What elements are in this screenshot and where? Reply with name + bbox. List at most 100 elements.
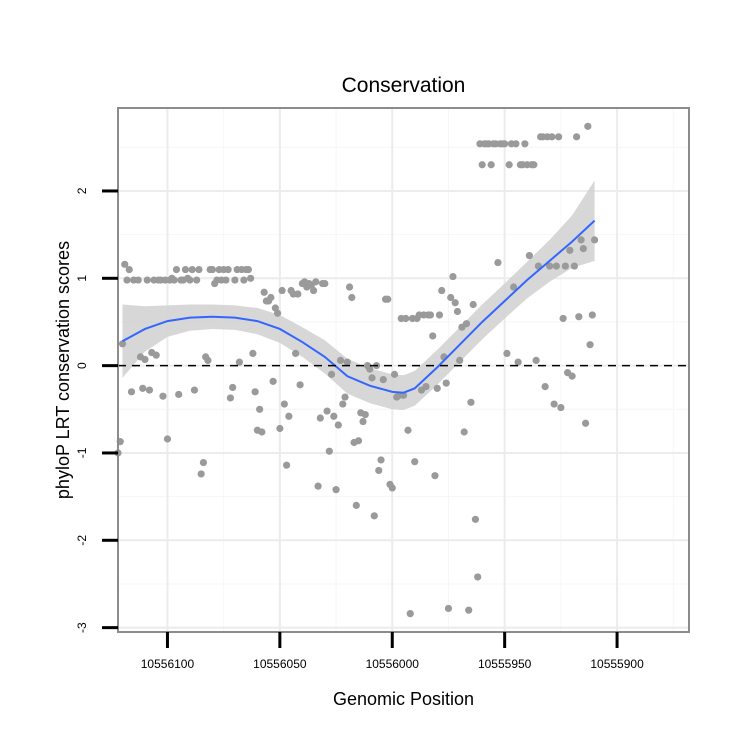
data-point	[422, 382, 430, 391]
data-point	[181, 265, 190, 274]
smooth-line	[122, 219, 596, 394]
data-point	[339, 400, 347, 408]
data-points	[114, 122, 599, 618]
x-tick-label: 10556000	[366, 657, 420, 671]
confidence-band	[122, 180, 595, 411]
data-point	[451, 299, 459, 307]
data-point	[555, 133, 563, 141]
y-tick-label: 1	[75, 275, 89, 282]
data-point	[348, 293, 356, 302]
data-point	[172, 265, 181, 274]
data-point	[521, 140, 529, 148]
data-point	[256, 405, 264, 413]
data-point	[368, 374, 376, 382]
data-point	[190, 386, 199, 394]
data-point	[581, 419, 590, 427]
data-point	[456, 356, 464, 364]
data-point	[575, 313, 583, 321]
data-point	[501, 140, 509, 148]
data-point	[285, 412, 293, 420]
data-point	[199, 458, 208, 467]
data-point	[366, 365, 374, 373]
data-point	[188, 265, 196, 274]
data-point	[323, 407, 331, 415]
x-tick-label: 10556100	[141, 657, 195, 671]
data-point	[359, 417, 367, 426]
data-point	[260, 288, 268, 296]
x-tick-label: 10555950	[478, 657, 532, 671]
data-point	[474, 573, 482, 581]
data-point	[231, 276, 239, 284]
data-point	[467, 398, 475, 406]
y-tick-label: -2	[75, 535, 89, 546]
data-point	[327, 370, 336, 378]
data-point	[548, 133, 556, 141]
data-point	[280, 400, 288, 408]
data-point	[550, 400, 558, 408]
data-point	[570, 262, 578, 270]
data-point	[370, 512, 378, 520]
data-point	[429, 332, 437, 340]
data-point	[402, 314, 410, 323]
data-point	[127, 388, 136, 396]
data-point	[204, 356, 212, 364]
data-point	[294, 290, 302, 298]
data-point	[330, 412, 338, 420]
data-point	[388, 484, 396, 492]
data-point	[460, 428, 468, 436]
data-point	[377, 456, 385, 464]
data-point	[433, 384, 441, 392]
data-point	[249, 349, 257, 358]
data-point	[296, 381, 304, 389]
data-point	[465, 606, 473, 614]
data-point	[269, 377, 277, 385]
data-point	[505, 161, 513, 169]
data-point	[532, 356, 540, 364]
data-point	[525, 251, 533, 260]
data-point	[197, 470, 205, 478]
data-point	[283, 461, 291, 469]
data-point	[251, 388, 259, 396]
data-point	[384, 295, 392, 303]
y-tick-label: 0	[75, 362, 89, 369]
data-point	[494, 258, 502, 267]
data-point	[453, 307, 462, 316]
data-point	[566, 246, 574, 254]
data-point	[152, 351, 160, 359]
data-point	[512, 140, 520, 148]
data-point	[170, 276, 178, 284]
confidence-band-area	[122, 180, 595, 411]
y-axis-title: phyloP LRT conservation scores	[53, 241, 73, 499]
x-axis-title: Genomic Position	[333, 689, 474, 709]
y-tick-label: -1	[75, 447, 89, 458]
data-point	[267, 293, 275, 302]
data-point	[559, 314, 567, 323]
data-point	[258, 428, 266, 436]
data-point	[471, 515, 480, 523]
data-point	[404, 426, 412, 434]
data-point	[143, 276, 151, 284]
data-point	[390, 370, 399, 378]
data-point	[278, 286, 286, 295]
data-point	[426, 311, 435, 319]
data-point	[123, 276, 131, 284]
data-point	[590, 236, 599, 244]
data-point	[125, 265, 133, 274]
data-point	[276, 424, 284, 433]
data-point	[514, 358, 522, 366]
data-point	[375, 466, 383, 475]
grid	[118, 108, 689, 632]
data-point	[442, 379, 450, 387]
data-point	[345, 283, 354, 291]
data-point	[444, 604, 453, 613]
data-point	[334, 421, 342, 429]
data-point	[163, 435, 172, 443]
data-point	[134, 276, 142, 284]
data-point	[235, 358, 243, 366]
x-tick-label: 10556050	[253, 657, 307, 671]
data-point	[224, 265, 232, 274]
data-point	[530, 161, 538, 169]
data-point	[222, 276, 230, 284]
data-point	[588, 311, 596, 319]
